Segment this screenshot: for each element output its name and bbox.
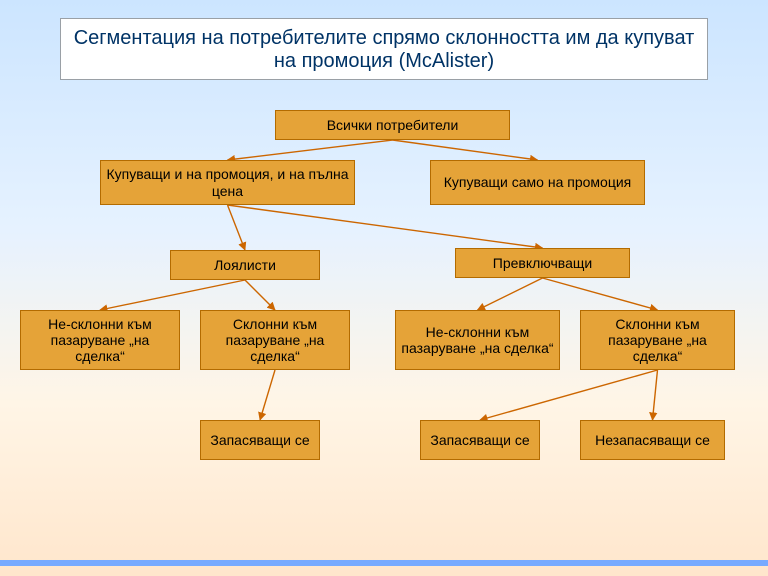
node-l5b: Запасяващи се [420, 420, 540, 460]
node-l4c: Не-склонни към пазаруване „на сделка“ [395, 310, 560, 370]
footer-bar [0, 560, 768, 566]
diagram-title: Сегментация на потребителите спрямо скло… [60, 18, 708, 80]
node-l2b: Купуващи само на промоция [430, 160, 645, 205]
node-l4d: Склонни към пазаруване „на сделка“ [580, 310, 735, 370]
node-l3a: Лоялисти [170, 250, 320, 280]
node-l4b: Склонни към пазаруване „на сделка“ [200, 310, 350, 370]
title-text: Сегментация на потребителите спрямо скло… [74, 27, 695, 72]
edge-l2a-l3a [228, 205, 246, 250]
edge-l3a-l4b [245, 280, 275, 310]
edge-l3b-l4d [543, 278, 658, 310]
edges-layer [0, 0, 768, 576]
node-l5c: Незапасяващи се [580, 420, 725, 460]
edge-root-l2a [228, 140, 393, 160]
edge-l4d-l5c [653, 370, 658, 420]
edge-l3b-l4c [478, 278, 543, 310]
edge-root-l2b [393, 140, 538, 160]
edge-l4b-l5a [260, 370, 275, 420]
node-l5a: Запасяващи се [200, 420, 320, 460]
node-root: Всички потребители [275, 110, 510, 140]
node-l4a: Не-склонни към пазаруване „на сделка“ [20, 310, 180, 370]
edge-l2a-l3b [228, 205, 543, 248]
edge-l3a-l4a [100, 280, 245, 310]
node-l2a: Купуващи и на промоция, и на пълна цена [100, 160, 355, 205]
node-l3b: Превключващи [455, 248, 630, 278]
edge-l4d-l5b [480, 370, 658, 420]
